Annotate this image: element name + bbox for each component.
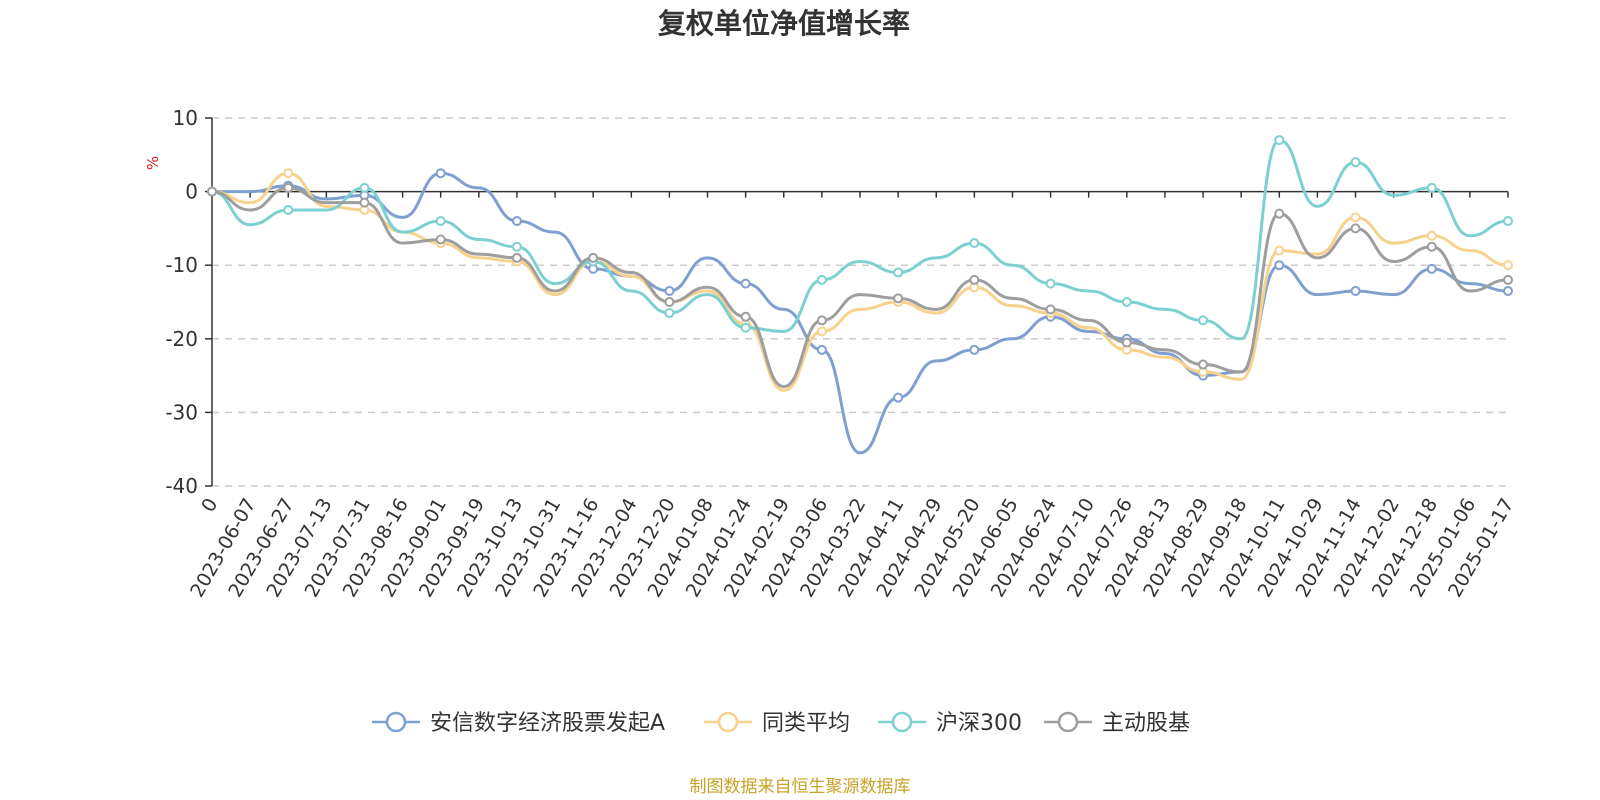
legend-item-1[interactable]: 同类平均 — [704, 711, 850, 736]
data-point — [969, 274, 980, 285]
data-point — [435, 216, 446, 227]
data-point — [283, 168, 294, 179]
series-0 — [207, 168, 1513, 455]
data-point — [740, 322, 751, 333]
data-point — [1503, 274, 1513, 285]
data-point — [1350, 157, 1361, 168]
data-point — [740, 278, 751, 289]
data-point — [816, 326, 827, 337]
series-line — [212, 171, 1509, 455]
data-point — [1198, 315, 1209, 326]
data-point — [969, 344, 980, 355]
y-tick-label: 0 — [185, 180, 198, 204]
data-point — [1350, 223, 1361, 234]
data-point — [283, 182, 294, 193]
data-point — [1503, 216, 1513, 227]
data-point — [1274, 135, 1285, 146]
data-point — [1350, 212, 1361, 223]
data-point — [1274, 260, 1285, 271]
data-point — [359, 182, 370, 193]
data-point — [588, 252, 599, 263]
y-tick-label: 10 — [173, 106, 198, 130]
series-2 — [207, 135, 1513, 341]
data-point — [1121, 337, 1132, 348]
legend-marker-icon — [717, 711, 739, 733]
y-tick-label: -40 — [165, 474, 198, 498]
x-tick-label: 0 — [197, 495, 222, 516]
data-point — [1426, 263, 1437, 274]
data-point — [1426, 182, 1437, 193]
data-point — [435, 234, 446, 245]
chart-title: 复权单位净值增长率 — [658, 7, 910, 40]
data-source-note: 制图数据来自恒生聚源数据库 — [690, 777, 911, 797]
data-point — [893, 293, 904, 304]
legend-marker-icon — [385, 711, 407, 733]
data-point — [664, 308, 675, 319]
legend-label: 同类平均 — [762, 711, 850, 736]
data-point — [1045, 304, 1056, 315]
data-point — [1045, 278, 1056, 289]
data-point — [1198, 359, 1209, 370]
series-line — [211, 138, 1509, 341]
data-point — [740, 311, 751, 322]
data-point — [435, 168, 446, 179]
data-point — [1350, 285, 1361, 296]
data-point — [283, 205, 294, 215]
y-tick-labels: 10 0 -10 -20 -30 -40 — [165, 106, 198, 498]
legend-marker-icon — [1057, 711, 1079, 733]
legend-label: 安信数字经济股票发起A — [430, 711, 665, 736]
data-point — [816, 344, 827, 355]
data-point — [893, 392, 904, 403]
data-point — [207, 186, 217, 197]
data-point — [664, 297, 675, 307]
data-point — [1274, 245, 1285, 256]
series-1 — [207, 168, 1513, 392]
data-point — [1426, 230, 1437, 241]
series-3 — [207, 182, 1513, 389]
y-axis-label: % — [144, 156, 162, 170]
legend-marker-icon — [891, 711, 913, 733]
series-lines — [207, 135, 1513, 455]
data-point — [969, 238, 980, 249]
legend[interactable]: 安信数字经济股票发起A 同类平均 沪深300 主动股基 — [372, 711, 1190, 736]
y-tick-label: -10 — [165, 253, 198, 277]
data-point — [1274, 208, 1285, 219]
data-point — [359, 197, 370, 208]
data-point — [664, 285, 675, 296]
data-point — [893, 267, 904, 278]
data-point — [511, 241, 522, 252]
data-point — [816, 274, 827, 285]
y-tick-label: -30 — [165, 400, 198, 424]
data-point — [511, 216, 522, 227]
data-point — [511, 252, 522, 263]
legend-label: 沪深300 — [936, 711, 1022, 736]
y-tick-label: -20 — [165, 327, 198, 351]
data-point — [816, 315, 827, 326]
legend-item-0[interactable]: 安信数字经济股票发起A — [372, 711, 665, 736]
grid-lines — [205, 117, 1508, 487]
data-point — [1121, 297, 1132, 307]
data-point — [1503, 260, 1513, 271]
legend-item-3[interactable]: 主动股基 — [1044, 711, 1190, 736]
legend-item-2[interactable]: 沪深300 — [878, 711, 1022, 736]
axes — [211, 118, 1508, 486]
legend-label: 主动股基 — [1102, 711, 1190, 736]
data-point — [1503, 285, 1513, 296]
data-point — [1426, 241, 1437, 252]
